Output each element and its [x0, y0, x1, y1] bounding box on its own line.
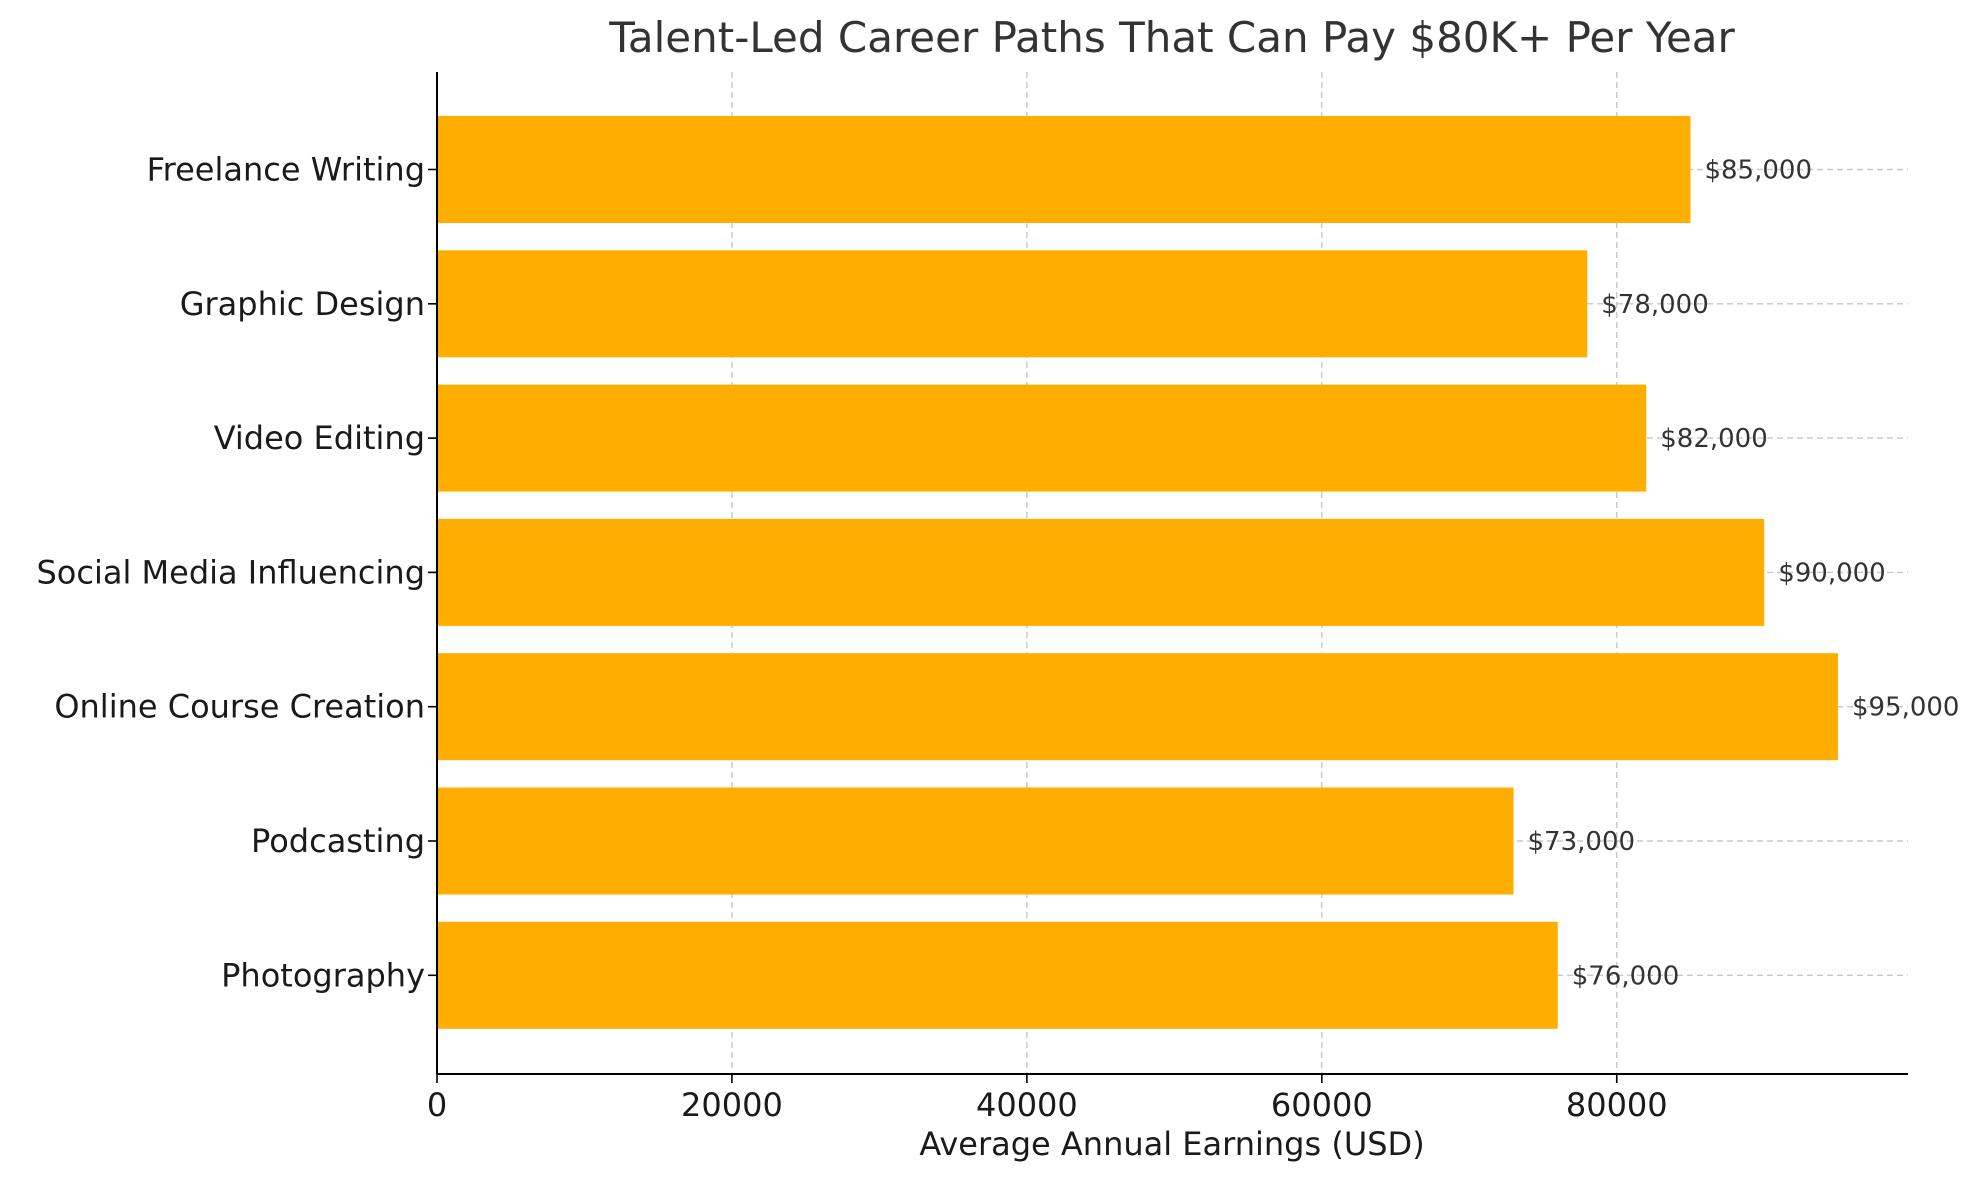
- y-tick-label: Photography: [221, 956, 425, 994]
- y-tick-label: Graphic Design: [180, 285, 425, 323]
- data-label: $73,000: [1528, 827, 1636, 857]
- data-label: $82,000: [1660, 424, 1768, 454]
- data-labels-layer: $85,000 $78,000 $82,000 $90,000 $95,000 $73,0…: [1528, 156, 1960, 992]
- bar: [437, 250, 1588, 358]
- bar: [437, 518, 1765, 626]
- bar: [437, 384, 1647, 492]
- x-tick-label: 40000: [976, 1086, 1078, 1124]
- y-tick-label: Podcasting: [251, 822, 425, 860]
- x-axis-label: Average Annual Earnings (USD): [919, 1125, 1424, 1163]
- data-label: $85,000: [1704, 156, 1812, 186]
- bar: [437, 653, 1838, 761]
- y-tick-label: Social Media Influencing: [36, 553, 425, 591]
- x-tick-label: 80000: [1566, 1086, 1668, 1124]
- x-tick-label: 20000: [681, 1086, 783, 1124]
- data-label: $76,000: [1572, 961, 1680, 991]
- y-tick-label: Freelance Writing: [147, 151, 425, 189]
- bar: [437, 921, 1558, 1029]
- data-label: $78,000: [1601, 290, 1709, 320]
- bar: [437, 116, 1691, 223]
- y-tick-label: Video Editing: [214, 419, 425, 457]
- y-tick-label: Online Course Creation: [54, 688, 425, 726]
- x-tick-label: 60000: [1271, 1086, 1373, 1124]
- chart-title: Talent-Led Career Paths That Can Pay $80…: [608, 13, 1735, 62]
- x-tick-label: 0: [427, 1086, 447, 1124]
- axes-layer: Freelance Writing Graphic Design Video Edi…: [36, 72, 1908, 1124]
- bar: [437, 787, 1514, 895]
- data-label: $95,000: [1852, 693, 1960, 723]
- data-label: $90,000: [1778, 558, 1886, 588]
- bars-layer: [437, 116, 1838, 1029]
